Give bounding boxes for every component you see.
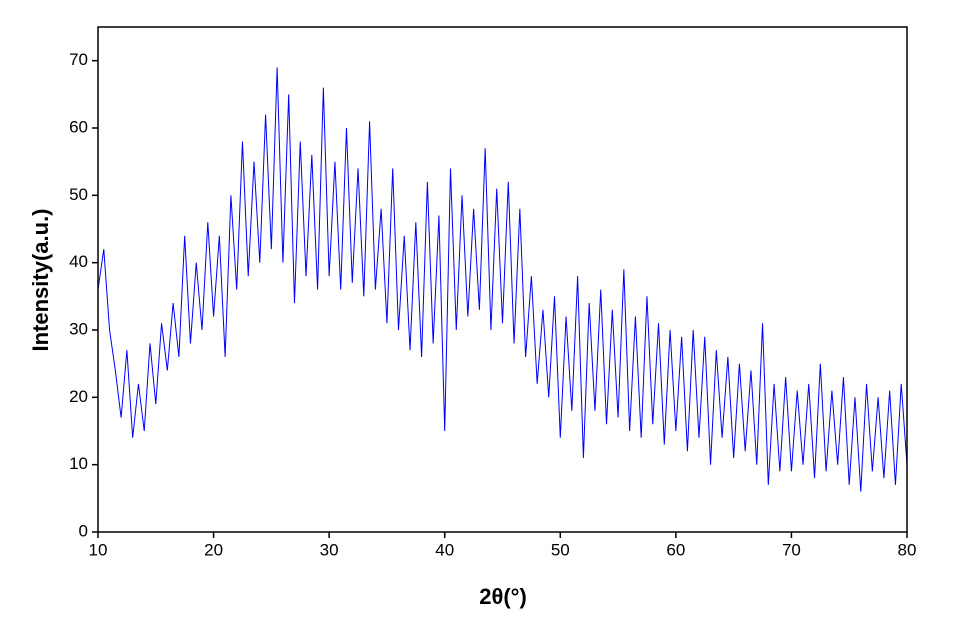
x-tick-label: 20 [204,540,223,559]
y-tick-label: 0 [79,521,88,540]
y-tick-label: 30 [69,319,88,338]
y-tick-label: 50 [69,185,88,204]
y-tick-label: 70 [69,50,88,69]
x-tick-label: 30 [320,540,339,559]
x-tick-label: 40 [435,540,454,559]
x-axis-title: 2θ(°) [479,584,527,609]
plot-frame [97,26,908,533]
x-tick-label: 10 [89,540,108,559]
y-tick-label: 20 [69,387,88,406]
y-axis-title: Intensity(a.u.) [28,208,53,351]
x-tick-label: 60 [666,540,685,559]
data-line [97,67,908,492]
y-tick-label: 10 [69,454,88,473]
y-tick-label: 40 [69,252,88,271]
x-tick-label: 50 [551,540,570,559]
x-tick-label: 80 [898,540,917,559]
x-tick-label: 70 [782,540,801,559]
y-tick-label: 60 [69,117,88,136]
